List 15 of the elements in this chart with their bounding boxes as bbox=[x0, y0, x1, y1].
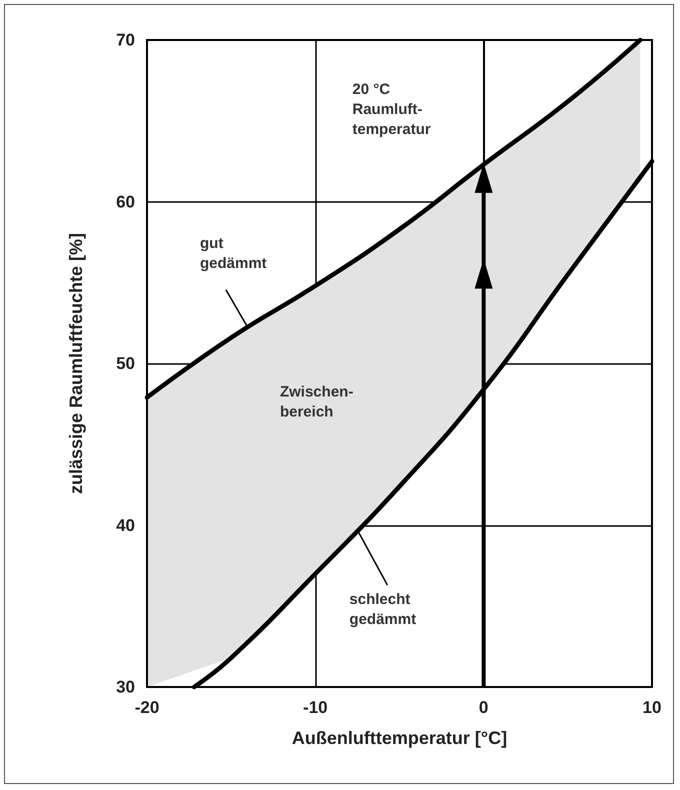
annotation: schlecht gedämmt bbox=[349, 591, 416, 628]
y-tick-label: 70 bbox=[116, 30, 135, 50]
y-axis-title: zulässige Raumluftfeuchte [%] bbox=[66, 232, 86, 494]
x-tick-label: 10 bbox=[642, 698, 662, 717]
y-tick-label: 60 bbox=[116, 192, 135, 212]
x-tick-label: -20 bbox=[134, 698, 160, 717]
x-axis-title: Außenlufttemperatur [°C] bbox=[292, 728, 508, 748]
annotation: 20 °C Raumluft- temperatur bbox=[352, 81, 431, 138]
annotation: Zwischen- bereich bbox=[280, 384, 354, 421]
y-tick-label: 40 bbox=[116, 516, 135, 535]
annotation: gut gedämmt bbox=[200, 234, 267, 272]
y-tick-label: 30 bbox=[116, 678, 135, 696]
x-tick-label: -10 bbox=[303, 698, 328, 717]
y-tick-label: 50 bbox=[116, 354, 135, 373]
x-tick-label: 0 bbox=[478, 698, 488, 717]
